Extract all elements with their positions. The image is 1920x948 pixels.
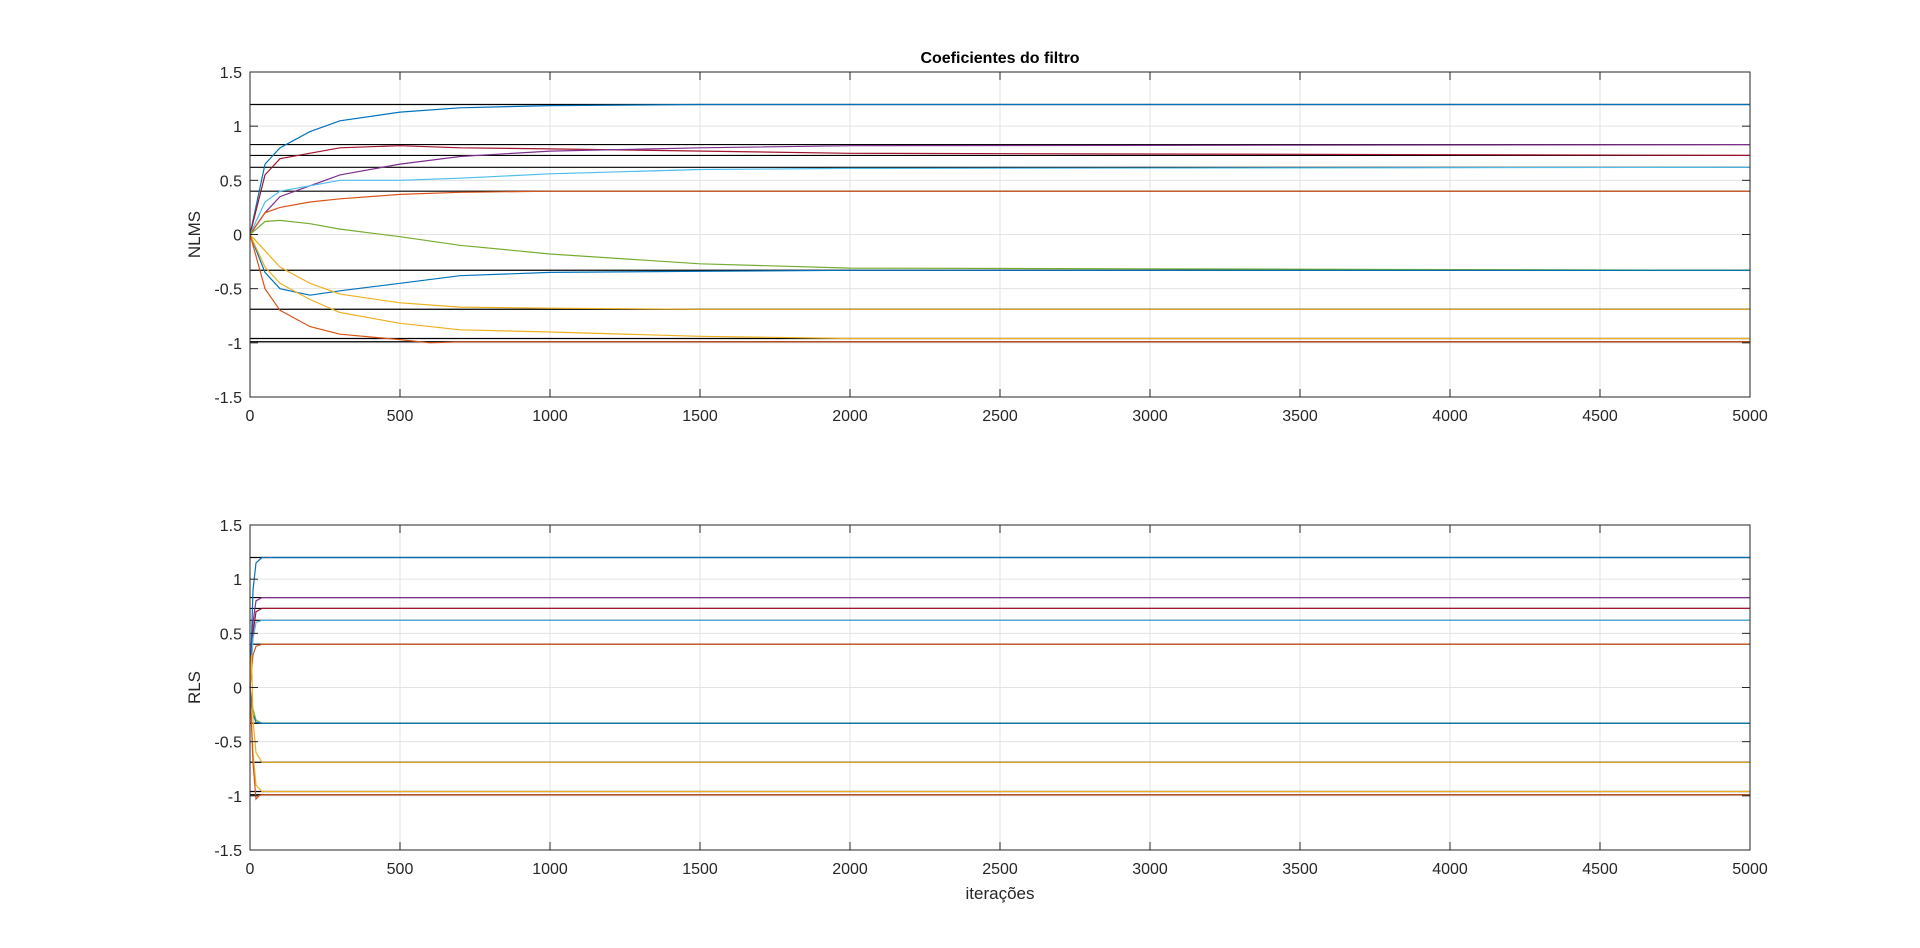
y-tick-label: -0.5	[214, 282, 242, 299]
series-line	[249, 145, 1751, 235]
x-tick-label: 5000	[1732, 861, 1768, 878]
series-group	[249, 103, 1751, 344]
x-tick-label: 4000	[1432, 408, 1468, 425]
ticks: 0 500 1000 1500 2000 2500 3000 3500 4000 4500 5000…	[214, 65, 1767, 425]
nlms-axes: 0 500 1000 1500 2000 2500 3000 3500 4000 4500 5000…	[185, 50, 1768, 425]
x-tick-label: 4000	[1432, 861, 1468, 878]
x-tick-label: 3500	[1282, 861, 1318, 878]
x-tick-label: 1000	[532, 408, 568, 425]
y-tick-label: 1.5	[220, 65, 242, 82]
y-tick-label: 0.5	[220, 173, 242, 190]
x-tick-label: 2000	[832, 408, 868, 425]
y-tick-label: -1	[228, 789, 242, 806]
series-line	[249, 234, 1750, 340]
y-tick-label: 1.5	[220, 518, 242, 535]
y-tick-label: -1.5	[214, 390, 242, 407]
series-line	[249, 596, 1750, 688]
x-tick-label: 500	[387, 408, 414, 425]
x-tick-label: 1500	[682, 861, 718, 878]
x-tick-label: 0	[246, 408, 255, 425]
y-tick-label: -0.5	[214, 735, 242, 752]
y-tick-label: 0	[233, 228, 242, 245]
series-line	[249, 166, 1751, 235]
y-tick-label: -1	[228, 336, 242, 353]
series-group	[249, 556, 1750, 801]
ticks: 0 500 1000 1500 2000 2500 3000 3500 4000 4500 5000…	[214, 518, 1767, 878]
series-line	[249, 556, 1750, 688]
x-tick-label: 3000	[1132, 408, 1168, 425]
y-tick-label: -1.5	[214, 843, 242, 860]
series-line	[249, 687, 1750, 724]
series-line	[249, 687, 1750, 801]
series-line	[249, 190, 1750, 235]
series-line	[249, 144, 1751, 235]
x-tick-label: 5000	[1732, 408, 1768, 425]
series-line	[249, 103, 1750, 235]
chart-title: Coeficientes do filtro	[920, 50, 1079, 67]
y-tick-label: 1	[233, 572, 242, 589]
x-tick-label: 2500	[982, 861, 1018, 878]
x-tick-label: 0	[246, 861, 255, 878]
x-tick-label: 4500	[1582, 408, 1618, 425]
x-tick-label: 2000	[832, 861, 868, 878]
x-tick-label: 3500	[1282, 408, 1318, 425]
y-tick-label: 0.5	[220, 626, 242, 643]
rls-axes: 0 500 1000 1500 2000 2500 3000 3500 4000 4500 5000…	[185, 518, 1768, 903]
series-line	[249, 234, 1750, 296]
x-axis-label: iterações	[966, 884, 1035, 903]
y-tick-label: 0	[233, 681, 242, 698]
series-line	[249, 234, 1750, 310]
x-tick-label: 2500	[982, 408, 1018, 425]
x-tick-label: 4500	[1582, 861, 1618, 878]
x-tick-label: 1500	[682, 408, 718, 425]
y-axis-label: NLMS	[185, 211, 204, 258]
x-tick-label: 3000	[1132, 861, 1168, 878]
y-axis-label: RLS	[185, 671, 204, 704]
series-line	[249, 654, 1750, 763]
series-line	[249, 219, 1751, 271]
series-line	[249, 234, 1750, 344]
y-tick-label: 1	[233, 119, 242, 136]
x-tick-label: 500	[387, 861, 414, 878]
x-tick-label: 1000	[532, 861, 568, 878]
